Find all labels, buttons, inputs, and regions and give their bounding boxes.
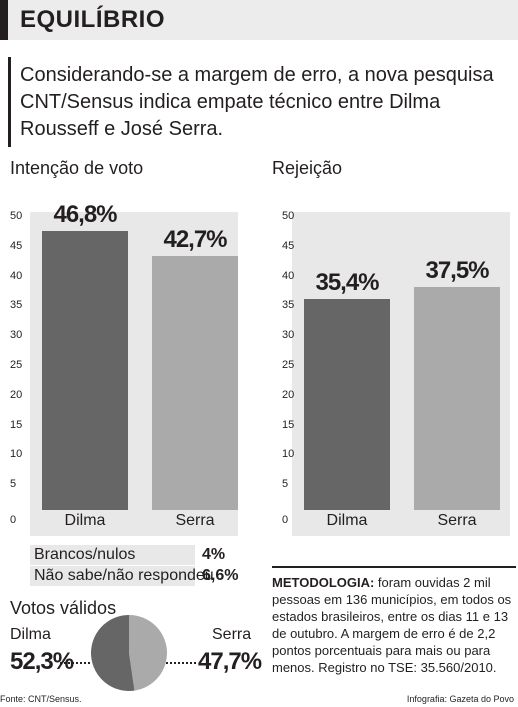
lead-text: Considerando-se a margem de erro, a nova… (20, 64, 494, 140)
stat-shade (30, 566, 195, 586)
stat-row-brancos: Brancos/nulos 4% (30, 545, 270, 565)
chart-title-rejeicao: Rejeição (272, 158, 343, 178)
stat-label: Não sabe/não respondeu (34, 567, 214, 584)
y-tick-label: 20 (282, 388, 295, 401)
stat-value: 6,6% (202, 567, 239, 584)
y-tick-label: 5 (282, 478, 289, 491)
y-tick-label: 50 (282, 210, 295, 222)
y-tick-label: 45 (282, 239, 295, 252)
y-tick-label: 0 (282, 514, 289, 526)
y-tick-label: 35 (282, 299, 295, 312)
pie-name-dilma: Dilma (10, 626, 51, 643)
lead-rule (8, 57, 11, 147)
stat-shade (30, 545, 195, 565)
stat-value: 4% (202, 546, 226, 563)
pie-name-serra: Serra (212, 626, 252, 643)
bar-serra (414, 286, 500, 510)
header-band: EQUILÍBRIO (0, 0, 518, 40)
chart-title-intencao: Intenção de voto (10, 158, 144, 178)
category-label-dilma: Dilma (64, 512, 106, 529)
y-tick-label: 35 (10, 299, 23, 312)
pie-value-serra: 47,7% (198, 648, 262, 675)
methodology: METODOLOGIA: foram ouvidas 2 mil pessoas… (272, 574, 512, 676)
data-label-serra: 37,5% (425, 256, 489, 284)
page-title: EQUILÍBRIO (20, 6, 166, 33)
methodology-text: foram ouvidas 2 mil pessoas em 136 munic… (272, 575, 512, 675)
methodology-rule (272, 566, 516, 568)
category-label-serra: Serra (437, 512, 477, 529)
y-tick-label: 40 (10, 269, 23, 282)
footer-source: Fonte: CNT/Sensus. (0, 694, 82, 704)
y-tick-label: 15 (282, 418, 295, 431)
bar-serra (152, 255, 238, 510)
data-label-dilma: 46,8% (53, 201, 117, 229)
y-tick-label: 25 (282, 359, 295, 371)
y-tick-label: 45 (10, 239, 23, 252)
category-label-dilma: Dilma (326, 512, 368, 529)
methodology-heading: METODOLOGIA: (272, 575, 375, 590)
pie-chart (91, 615, 167, 691)
stat-label: Brancos/nulos (34, 546, 136, 563)
stat-row-nao-sabe: Não sabe/não respondeu 6,6% (30, 566, 270, 586)
pie-value-dilma: 52,3% (10, 648, 74, 675)
y-tick-label: 10 (282, 448, 295, 461)
bar-dilma (42, 231, 128, 510)
category-label-serra: Serra (175, 512, 215, 529)
chart-title-votos-validos: Votos válidos (10, 598, 117, 618)
pie-slice-serra (129, 615, 167, 691)
pie-leader-serra (166, 662, 196, 665)
footer-credit: Infografia: Gazeta do Povo (406, 694, 514, 704)
y-tick-label: 5 (10, 478, 17, 491)
y-tick-label: 15 (10, 418, 23, 431)
pie-leader-dilma (60, 662, 90, 665)
y-tick-label: 50 (10, 210, 23, 222)
y-tick-label: 20 (10, 388, 23, 401)
data-label-dilma: 35,4% (315, 269, 379, 297)
y-tick-label: 25 (10, 359, 23, 371)
header-accent-bar (0, 0, 8, 40)
y-tick-label: 10 (10, 448, 23, 461)
bar-dilma (304, 299, 390, 510)
y-tick-label: 0 (10, 514, 17, 526)
pie-slice-dilma (91, 615, 135, 691)
data-label-serra: 42,7% (163, 225, 227, 253)
y-tick-label: 40 (282, 269, 295, 282)
y-tick-label: 30 (10, 329, 23, 342)
y-tick-label: 30 (282, 329, 295, 342)
